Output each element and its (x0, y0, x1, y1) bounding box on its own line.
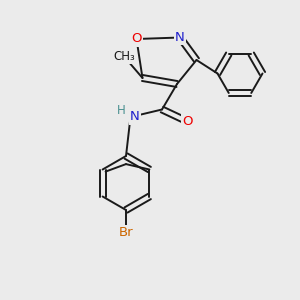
Text: O: O (182, 115, 193, 128)
Text: Br: Br (119, 226, 133, 239)
Text: N: N (130, 110, 140, 124)
Text: O: O (131, 32, 142, 46)
Text: N: N (175, 31, 185, 44)
Text: H: H (116, 104, 125, 118)
Text: CH₃: CH₃ (114, 50, 135, 64)
